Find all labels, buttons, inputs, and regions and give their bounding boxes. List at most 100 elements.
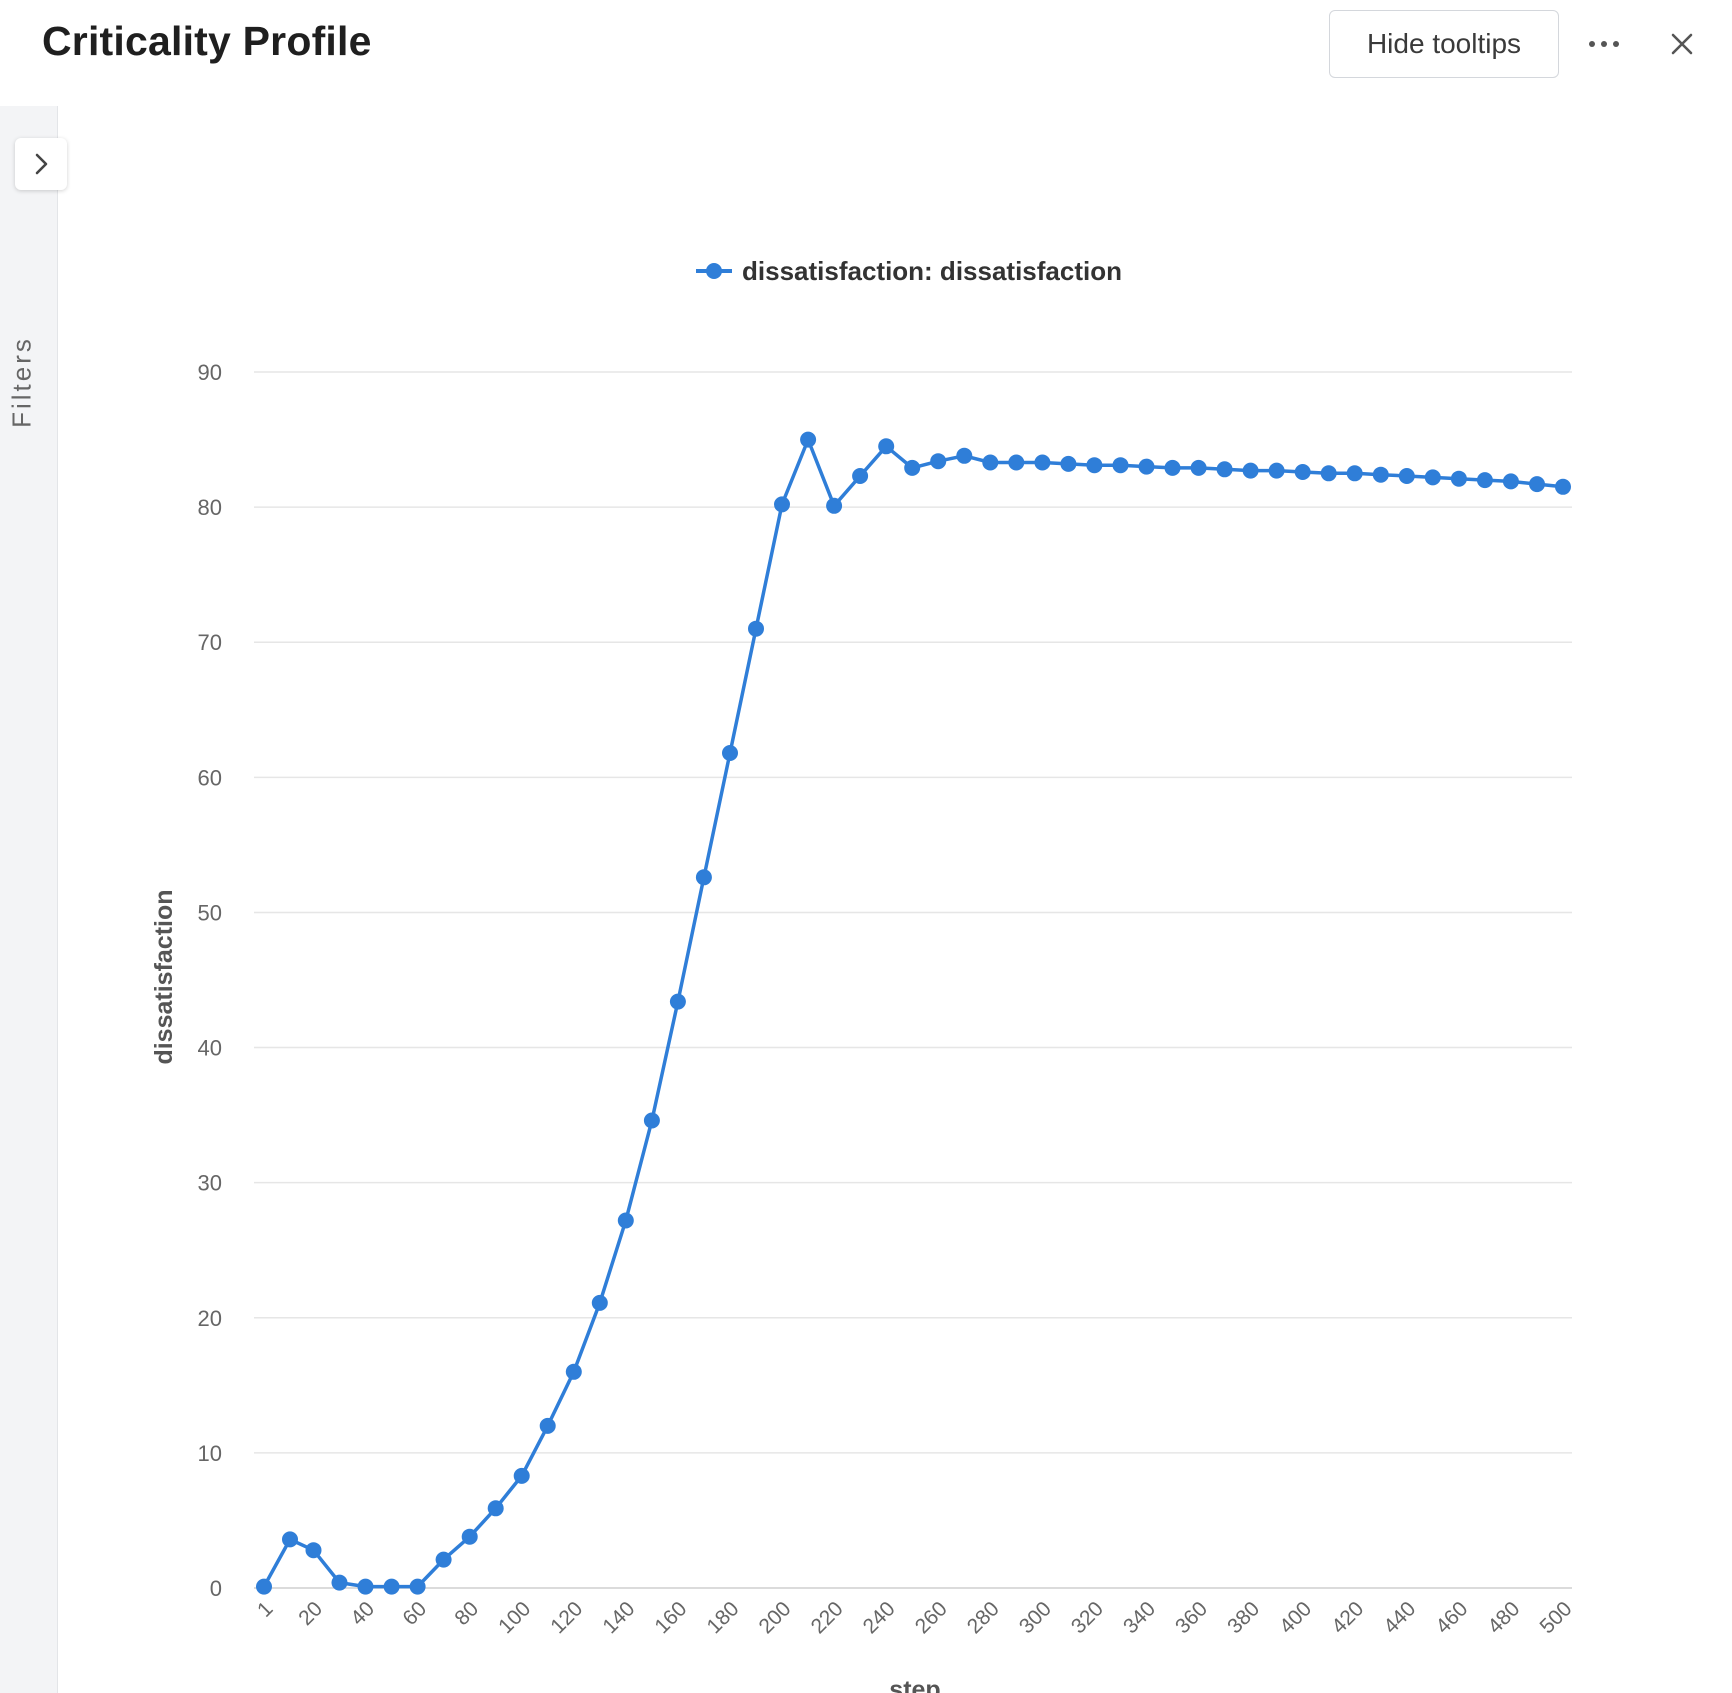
data-point[interactable] xyxy=(643,1112,660,1129)
data-point[interactable] xyxy=(282,1531,298,1548)
x-tick-label: 400 xyxy=(1275,1597,1316,1638)
data-point[interactable] xyxy=(774,496,790,513)
data-point[interactable] xyxy=(1555,478,1571,495)
x-tick-label: 340 xyxy=(1119,1597,1160,1638)
x-tick-label: 100 xyxy=(494,1597,535,1638)
data-point[interactable] xyxy=(1164,459,1181,476)
data-point[interactable] xyxy=(748,620,764,637)
x-tick-label: 300 xyxy=(1015,1597,1056,1638)
data-point[interactable] xyxy=(256,1578,272,1595)
x-tick-label: 480 xyxy=(1483,1597,1524,1638)
y-tick-label: 10 xyxy=(198,1441,222,1466)
data-point[interactable] xyxy=(539,1417,556,1434)
x-axis-ticks: 1 20 40 60 80 100 120 140 160 180 200 220 240 260 280 3… xyxy=(253,1597,1577,1638)
data-point[interactable] xyxy=(617,1212,634,1229)
x-tick-label: 160 xyxy=(650,1597,691,1638)
series-line xyxy=(262,437,1564,1589)
data-point[interactable] xyxy=(1294,464,1311,480)
x-tick-label: 500 xyxy=(1535,1597,1576,1638)
x-tick-label: 20 xyxy=(294,1597,327,1630)
data-point[interactable] xyxy=(878,438,895,455)
data-point[interactable] xyxy=(1476,472,1493,489)
data-point[interactable] xyxy=(982,454,999,471)
data-point[interactable] xyxy=(1424,469,1441,486)
x-tick-label: 180 xyxy=(702,1597,743,1638)
data-point[interactable] xyxy=(513,1467,530,1484)
close-button[interactable] xyxy=(1660,22,1704,66)
data-point[interactable] xyxy=(826,497,843,514)
header-bar: Criticality Profile Hide tooltips xyxy=(0,0,1732,104)
data-point[interactable] xyxy=(722,745,738,761)
data-point[interactable] xyxy=(800,431,817,448)
data-point[interactable] xyxy=(1502,473,1519,490)
y-tick-label: 80 xyxy=(198,495,222,520)
data-point[interactable] xyxy=(1242,462,1259,479)
more-options-button[interactable] xyxy=(1582,22,1626,66)
legend-dot-marker xyxy=(706,263,722,279)
data-point[interactable] xyxy=(1138,458,1155,475)
x-tick-label: 60 xyxy=(398,1597,431,1630)
data-point[interactable] xyxy=(956,447,973,464)
x-tick-label: 1 xyxy=(253,1597,278,1622)
chart-grid xyxy=(254,371,1572,1589)
filters-label[interactable]: Filters xyxy=(6,336,37,428)
data-point[interactable] xyxy=(1398,468,1415,484)
x-tick-label: 380 xyxy=(1223,1597,1264,1638)
expand-filters-button[interactable] xyxy=(15,138,67,190)
data-point[interactable] xyxy=(409,1578,426,1595)
y-tick-label: 50 xyxy=(198,900,222,925)
x-tick-label: 460 xyxy=(1431,1597,1472,1638)
data-point[interactable] xyxy=(1529,476,1545,493)
x-tick-label: 220 xyxy=(807,1597,848,1638)
x-tick-label: 120 xyxy=(546,1597,587,1638)
data-point[interactable] xyxy=(930,453,947,470)
data-point[interactable] xyxy=(852,468,869,484)
data-point[interactable] xyxy=(904,459,921,476)
legend-entry: dissatisfaction: dissatisfaction xyxy=(742,256,1122,286)
x-tick-label: 260 xyxy=(911,1597,952,1638)
data-point[interactable] xyxy=(1372,466,1389,483)
data-point[interactable] xyxy=(487,1500,504,1517)
x-tick-label: 440 xyxy=(1379,1597,1420,1638)
more-horizontal-icon xyxy=(1586,41,1622,47)
data-point[interactable] xyxy=(1346,465,1363,482)
data-point[interactable] xyxy=(565,1363,582,1380)
page-title: Criticality Profile xyxy=(42,18,372,64)
x-tick-label: 420 xyxy=(1327,1597,1368,1638)
filters-sidebar: Filters xyxy=(0,106,58,1693)
y-tick-label: 0 xyxy=(210,1576,222,1601)
data-point[interactable] xyxy=(1086,457,1103,474)
y-tick-label: 60 xyxy=(198,765,222,790)
hide-tooltips-button[interactable]: Hide tooltips xyxy=(1329,10,1559,78)
x-tick-label: 320 xyxy=(1067,1597,1108,1638)
data-point[interactable] xyxy=(461,1528,478,1545)
x-tick-label: 200 xyxy=(755,1597,796,1638)
data-point[interactable] xyxy=(1034,454,1051,471)
data-point[interactable] xyxy=(1112,457,1129,474)
data-point[interactable] xyxy=(1450,470,1467,487)
line-chart: dissatisfaction: dissatisfaction 0 10 20 30… xyxy=(150,256,1577,1693)
data-point[interactable] xyxy=(1060,455,1077,472)
data-point[interactable] xyxy=(695,869,712,886)
data-point[interactable] xyxy=(435,1551,452,1568)
x-tick-label: 240 xyxy=(859,1597,900,1638)
data-point[interactable] xyxy=(1268,462,1285,479)
data-point[interactable] xyxy=(305,1542,322,1559)
y-axis-ticks: 0 10 20 30 40 50 60 70 80 90 xyxy=(198,360,222,1601)
data-point[interactable] xyxy=(383,1578,400,1595)
x-axis-title: step xyxy=(889,1676,940,1693)
data-point[interactable] xyxy=(331,1574,348,1591)
close-icon xyxy=(1671,33,1693,55)
chart-legend[interactable]: dissatisfaction: dissatisfaction xyxy=(696,256,1122,286)
data-point[interactable] xyxy=(669,993,686,1010)
y-tick-label: 20 xyxy=(198,1306,222,1331)
data-point[interactable] xyxy=(591,1294,608,1311)
y-tick-label: 90 xyxy=(198,360,222,385)
data-point[interactable] xyxy=(1190,459,1207,476)
data-point[interactable] xyxy=(357,1578,374,1595)
y-axis-title: dissatisfaction xyxy=(150,889,178,1064)
data-point[interactable] xyxy=(1216,461,1233,478)
data-point[interactable] xyxy=(1008,454,1025,471)
series-points xyxy=(256,431,1571,1595)
data-point[interactable] xyxy=(1320,465,1337,482)
